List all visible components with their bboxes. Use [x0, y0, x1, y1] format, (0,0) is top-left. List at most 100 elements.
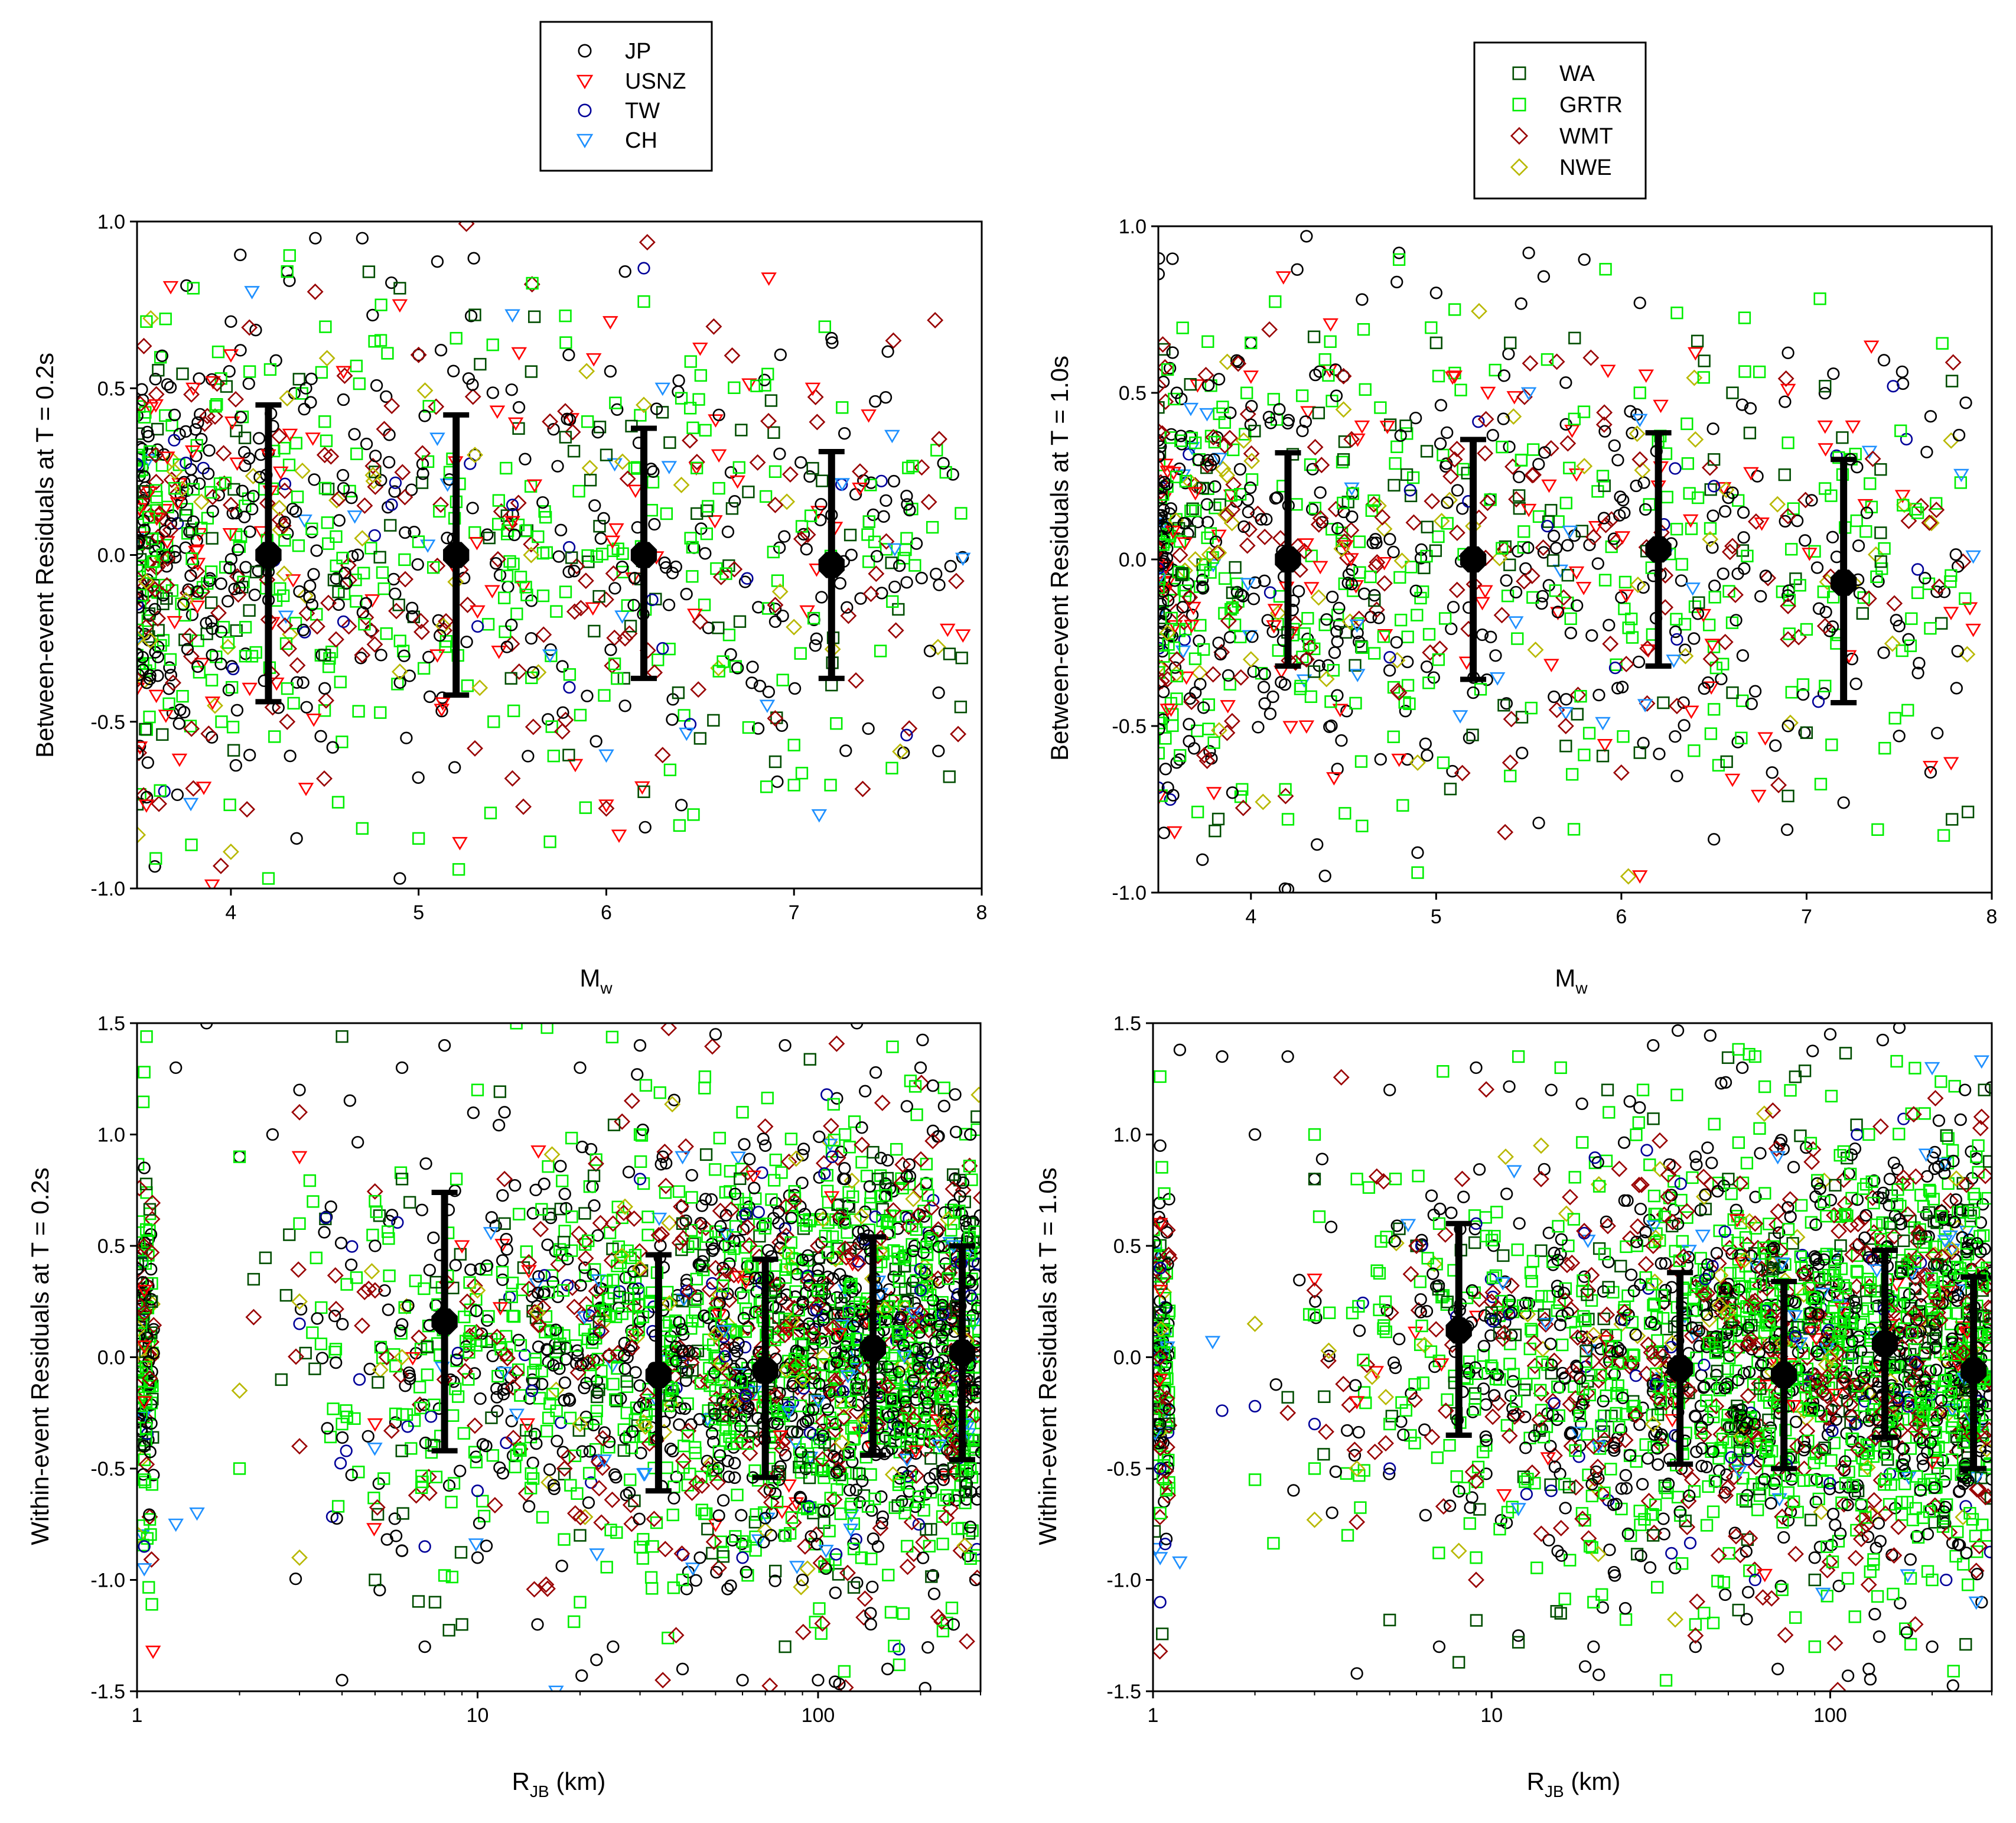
scatter-point-tr-grtr-bg — [1432, 653, 1445, 666]
scatter-point-bl-jp-bg — [921, 1641, 934, 1654]
scatter-point-bl-grtr-bg — [842, 1186, 855, 1199]
scatter-point-tl-jp-bg — [862, 722, 875, 735]
scatter-point-bl-wmt-bg — [719, 1333, 736, 1350]
scatter-point-bl-jp-bg — [831, 1330, 844, 1343]
scatter-point-bl-jp-bg — [876, 1510, 890, 1523]
scatter-point-bl-jp-bg — [523, 1392, 536, 1405]
scatter-point-tl-jp-bg — [464, 310, 478, 323]
scatter-point-bl-jp-bg — [473, 1516, 486, 1530]
scatter-point-tr-jp-bg — [1170, 756, 1183, 769]
scatter-point-tl-wmt-bg — [397, 571, 414, 588]
scatter-point-tr-grtr-bg — [1269, 295, 1282, 308]
scatter-point-tr-jp-bg — [1174, 429, 1188, 442]
scatter-point-tl-wmt-bg — [688, 454, 705, 471]
scatter-point-bl-grtr-bg — [514, 1444, 527, 1457]
scatter-point-tr-ch-3 — [1631, 414, 1648, 428]
scatter-point-tl-jp-19 — [468, 448, 481, 461]
scatter-point-tl-wa-bg — [592, 590, 605, 603]
scatter-point-bl-wmt-bg — [144, 1194, 161, 1212]
scatter-point-tr-grtr-bg — [1302, 639, 1316, 652]
scatter-point-bl-jp-bg — [553, 1362, 566, 1375]
scatter-point-tr-jp-bg — [1372, 611, 1385, 624]
scatter-point-bl-wmt-bg — [614, 1113, 631, 1130]
scatter-point-tl-grtr-bg — [148, 555, 161, 568]
scatter-point-tr-wmt-bg — [1900, 512, 1917, 529]
scatter-point-tr-jp-bg — [1669, 625, 1682, 639]
scatter-point-bl-grtr-bg — [145, 1598, 158, 1611]
scatter-point-tl-jp-bg — [879, 391, 893, 404]
error-bar-mean-tr-0 — [1275, 546, 1301, 573]
scatter-point-tr-ch-0 — [1520, 387, 1537, 401]
scatter-point-bl-grtr-bg — [418, 1282, 431, 1295]
scatter-point-tl-usnz-bg — [222, 528, 239, 542]
scatter-point-tr-jp-bg — [1164, 502, 1177, 515]
legend-symbol-ch — [576, 134, 594, 148]
scatter-point-bl-wmt-bg — [705, 1534, 722, 1551]
scatter-point-bl-jp-bg — [402, 1299, 415, 1312]
scatter-point-bl-wa-bg — [884, 1368, 897, 1381]
scatter-point-tr-jp-bg — [1675, 574, 1688, 587]
scatter-point-tr-grtr-14 — [1633, 386, 1646, 399]
scatter-point-bl-grtr-bg — [542, 1160, 555, 1173]
scatter-point-tl-grtr-bg — [204, 486, 217, 499]
scatter-point-bl-grtr-bg — [138, 1476, 152, 1489]
scatter-point-tr-jp-bg — [1522, 541, 1535, 554]
scatter-point-bl-jp-bg — [449, 1259, 462, 1272]
scatter-point-bl-wa-bg — [442, 1623, 455, 1637]
scatter-point-bl-grtr-bg — [558, 1225, 571, 1238]
scatter-point-tr-wmt-bg — [1477, 411, 1494, 428]
scatter-point-bl-grtr-bg — [809, 1616, 822, 1629]
scatter-point-tl-jp-bg — [434, 344, 448, 357]
scatter-point-bl-jp-bg — [633, 1401, 646, 1414]
scatter-point-tl-jp-bg — [226, 507, 239, 520]
scatter-point-tl-wmt-bg — [523, 536, 540, 553]
scatter-point-bl-wa-bg — [908, 1376, 921, 1390]
scatter-point-bl-grtr-bg — [819, 1229, 832, 1243]
scatter-point-bl-jp-bg — [574, 1279, 587, 1292]
scatter-point-bl-wmt-bg — [517, 1485, 535, 1502]
scatter-point-bl-wmt-bg — [138, 1456, 155, 1473]
scatter-point-tl-wa-bg — [220, 380, 233, 393]
scatter-point-tl-jp-bg — [222, 683, 236, 696]
scatter-point-tr-nwe-bg — [1677, 647, 1694, 665]
scatter-point-tl-jp-bg — [501, 580, 514, 594]
scatter-point-tr-wa-bg — [1349, 659, 1362, 672]
scatter-point-tl-jp-23 — [647, 465, 660, 478]
scatter-point-tr-grtr-bg — [1850, 514, 1863, 528]
legend-marker-jp — [578, 44, 592, 58]
scatter-point-tl-jp-bg — [191, 660, 204, 673]
scatter-point-bl-grtr-bg — [897, 1607, 910, 1620]
scatter-point-tr-grtr-bg — [1501, 590, 1515, 603]
scatter-point-tr-grtr-bg — [1905, 612, 1918, 625]
scatter-point-tl-jp-bg — [900, 490, 913, 503]
scatter-point-tr-wa-10 — [1781, 789, 1794, 803]
scatter-point-bl-grtr-bg — [470, 1456, 483, 1469]
scatter-point-tl-tw-bg — [646, 593, 659, 607]
scatter-point-tr-grtr-bg — [1304, 690, 1318, 703]
scatter-point-tr-ch-bg — [1158, 571, 1168, 585]
scatter-point-bl-tw-bg — [340, 1444, 353, 1457]
scatter-point-tl-jp-bg — [288, 387, 301, 400]
scatter-point-tl-jp-bg — [297, 676, 310, 689]
scatter-point-bl-jp-bg — [669, 1355, 683, 1368]
scatter-point-tr-jp-bg — [1766, 766, 1779, 779]
scatter-point-tr-grtr-bg — [1403, 697, 1416, 711]
scatter-point-bl-grtr-bg — [542, 1411, 555, 1424]
scatter-point-tr-jp-bg — [1247, 665, 1260, 678]
scatter-point-tl-jp-bg — [239, 561, 252, 574]
scatter-point-tl-jp-bg — [283, 274, 296, 287]
scatter-point-bl-jp-bg — [496, 1189, 509, 1202]
scatter-point-bl-jp-bg — [852, 1225, 865, 1238]
scatter-point-bl-grtr-bg — [581, 1417, 594, 1430]
scatter-point-bl-grtr-bg — [918, 1404, 931, 1417]
scatter-point-tr-jp-bg — [1330, 389, 1343, 402]
scatter-point-tr-grtr-bg — [1356, 641, 1369, 654]
scatter-point-bl-jp-bg — [728, 1187, 742, 1200]
scatter-point-bl-jp-bg — [143, 1508, 156, 1521]
scatter-point-bl-wmt-bg — [678, 1138, 694, 1155]
scatter-point-bl-wmt-bg — [741, 1445, 758, 1462]
scatter-point-tr-jp-bg — [1592, 688, 1605, 702]
scatter-point-tr-wmt-bg — [1760, 569, 1777, 587]
scatter-point-bl-jp-bg — [675, 1323, 689, 1336]
scatter-point-tr-grtr-bg — [1618, 603, 1631, 616]
